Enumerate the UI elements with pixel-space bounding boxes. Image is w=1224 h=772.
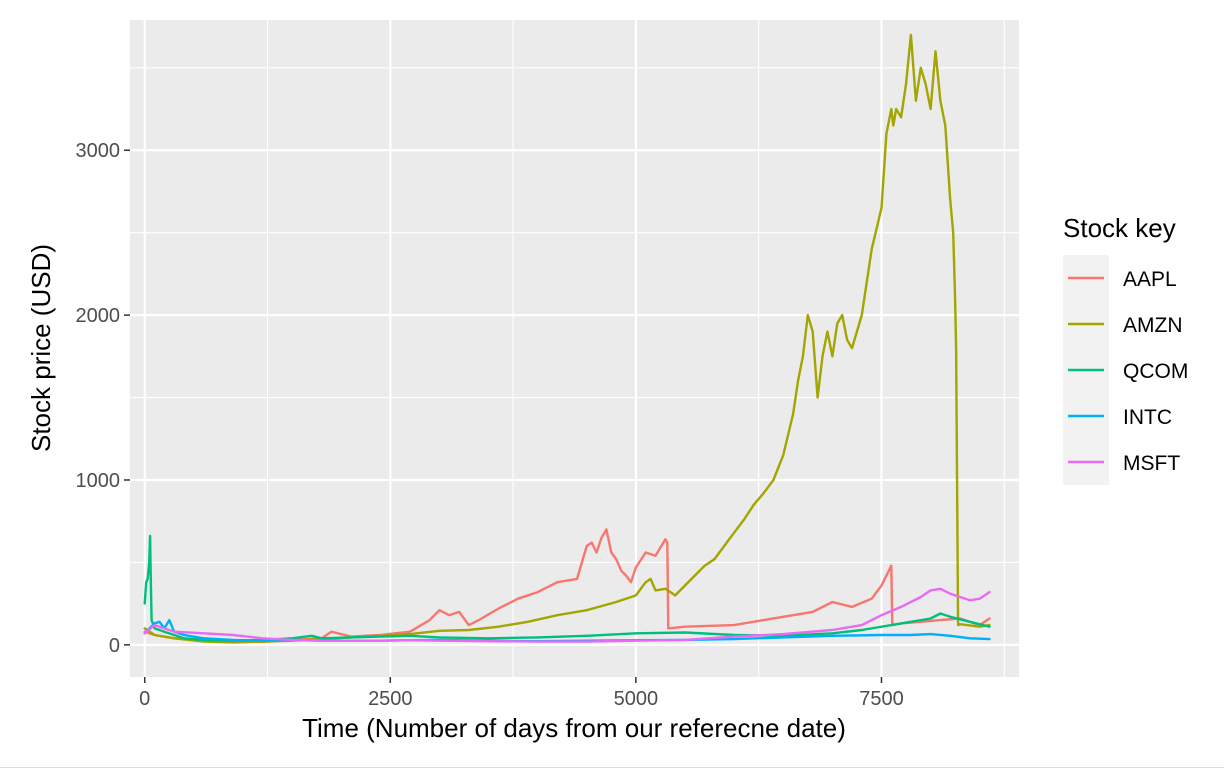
x-tick-label: 5000 bbox=[614, 688, 659, 710]
series-line-qcom bbox=[143, 534, 991, 642]
legend-label-qcom: QCOM bbox=[1123, 360, 1188, 383]
legend-label-intc: INTC bbox=[1123, 406, 1172, 429]
axes: 0 2500 5000 7500 0 1000 2000 3000 bbox=[76, 140, 904, 710]
minor-gridlines bbox=[130, 20, 1019, 677]
x-tick-label: 2500 bbox=[368, 688, 413, 710]
series-line-amzn bbox=[143, 33, 991, 644]
legend-label-amzn: AMZN bbox=[1123, 314, 1183, 337]
legend-title: Stock key bbox=[1063, 213, 1176, 243]
x-axis-label: Time (Number of days from our referecne … bbox=[302, 713, 846, 743]
legend-label-msft: MSFT bbox=[1123, 452, 1180, 475]
y-tick-label: 1000 bbox=[76, 470, 121, 492]
series-lines bbox=[143, 33, 991, 644]
x-tick-label: 7500 bbox=[859, 688, 904, 710]
bottom-divider bbox=[0, 767, 1224, 768]
legend-label-aapl: AAPL bbox=[1123, 268, 1177, 291]
y-tick-label: 2000 bbox=[76, 305, 121, 327]
plot-panel bbox=[130, 20, 1019, 677]
x-tick-label: 0 bbox=[139, 688, 150, 710]
legend: Stock key AAPL AMZN QCOM INTC MSFT bbox=[1063, 213, 1188, 485]
series-line-msft bbox=[143, 587, 991, 643]
y-tick-label: 3000 bbox=[76, 140, 121, 162]
legend-items: AAPL AMZN QCOM INTC MSFT bbox=[1068, 268, 1188, 475]
y-axis-label: Stock price (USD) bbox=[26, 244, 56, 452]
y-tick-label: 0 bbox=[109, 635, 120, 657]
